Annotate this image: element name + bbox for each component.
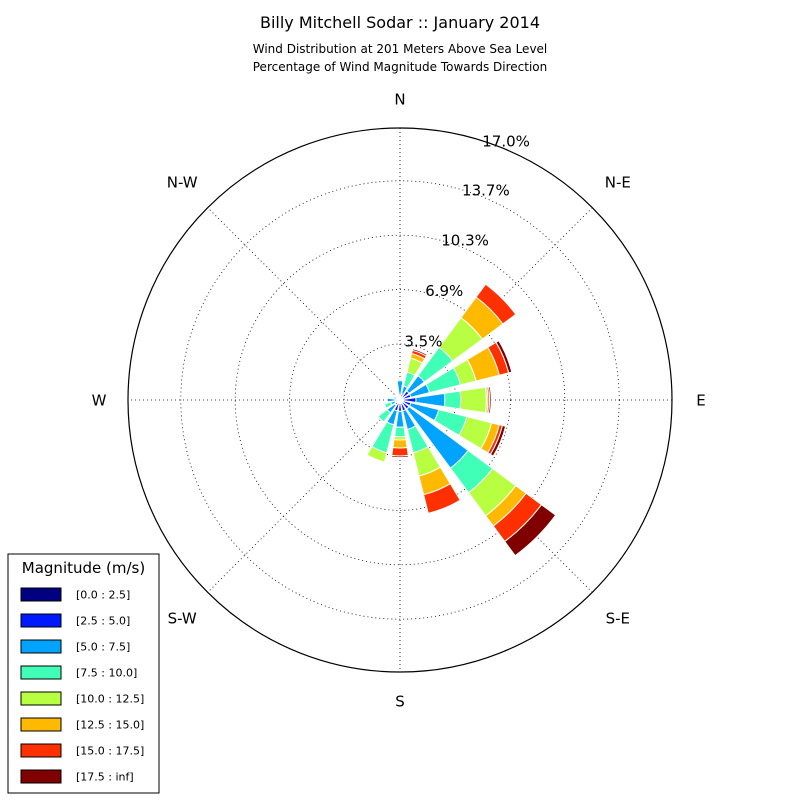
bar-dir-0-bin-2	[396, 380, 404, 396]
chart-subtitle-line-1: Wind Distribution at 201 Meters Above Se…	[253, 42, 548, 56]
direction-label-w: W	[92, 392, 107, 410]
radial-tick-label-3: 10.3%	[441, 232, 489, 250]
bar-dir-45-bin-6	[475, 283, 517, 325]
legend-label-7: [17.5 : inf]	[76, 771, 134, 784]
legend-label-3: [7.5 : 10.0]	[76, 667, 137, 680]
legend-swatch-0	[20, 587, 62, 602]
wind-rose-bars	[366, 283, 557, 557]
legend-title: Magnitude (m/s)	[22, 559, 145, 577]
direction-label-n-e: N-E	[605, 174, 631, 192]
bar-dir-90-bin-3	[443, 390, 462, 410]
chart-subtitle-line-2: Percentage of Wind Magnitude Towards Dir…	[253, 60, 547, 74]
direction-label-n: N	[394, 91, 405, 109]
radial-tick-label-5: 17.0%	[482, 133, 530, 151]
legend-swatch-7	[20, 769, 62, 784]
outer-circle	[127, 127, 673, 673]
bar-dir-337.5-bin-2	[396, 394, 400, 398]
radial-tick-label-1: 3.5%	[404, 332, 442, 350]
direction-labels: N N-E E S-E S S-W W N-W	[92, 91, 706, 711]
radial-tick-label-2: 6.9%	[425, 282, 463, 300]
bar-dir-135-bin-7	[503, 503, 557, 557]
direction-label-s: S	[395, 693, 405, 711]
bar-dir-90-bin-4	[459, 386, 487, 414]
bar-dir-112.5-bin-7	[489, 424, 507, 457]
bar-dir-180-bin-3	[393, 426, 407, 438]
legend-swatch-4	[20, 691, 62, 706]
grid-circle-3	[234, 234, 566, 566]
radial-tick-labels: 3.5% 6.9% 10.3% 13.7% 17.0%	[404, 133, 530, 351]
legend-label-4: [10.0 : 12.5]	[76, 693, 144, 706]
bar-dir-180-bin-6	[391, 446, 409, 457]
radial-tick-label-4: 13.7%	[462, 181, 510, 199]
bar-dir-292.5-bin-2	[393, 396, 398, 400]
direction-label-e: E	[696, 392, 705, 410]
grid-circle-2	[289, 289, 511, 511]
bar-dir-180-bin-2	[395, 410, 405, 428]
legend-label-6: [15.0 : 17.5]	[76, 745, 144, 758]
legend-label-5: [12.5 : 15.0]	[76, 719, 144, 732]
bar-dir-157.5-bin-6	[423, 482, 461, 514]
bar-dir-270-bin-2	[386, 397, 396, 403]
bar-dir-22.5-bin-7	[411, 348, 428, 357]
direction-label-s-w: S-W	[168, 609, 197, 627]
legend-swatch-6	[20, 743, 62, 758]
legend-label-1: [2.5 : 5.0]	[76, 615, 130, 628]
direction-label-n-w: N-W	[167, 174, 198, 192]
chart-title: Billy Mitchell Sodar :: January 2014	[260, 13, 540, 32]
bar-dir-225-bin-3	[377, 408, 392, 423]
bar-dir-67.5-bin-7	[495, 339, 513, 374]
legend: Magnitude (m/s) [0.0 : 2.5] [2.5 : 5.0] [5.…	[7, 553, 160, 794]
bar-dir-247.5-bin-3	[383, 401, 393, 409]
bar-dir-180-bin-5	[392, 438, 408, 449]
bar-dir-90-bin-7	[488, 385, 492, 415]
legend-swatch-1	[20, 613, 62, 628]
legend-swatch-2	[20, 639, 62, 654]
legend-swatch-3	[20, 665, 62, 680]
direction-label-s-e: S-E	[606, 609, 630, 627]
legend-swatch-5	[20, 717, 62, 732]
bar-dir-202.5-bin-4	[366, 445, 388, 463]
legend-label-2: [5.0 : 7.5]	[76, 641, 130, 654]
bar-dir-180-bin-7	[390, 454, 410, 459]
legend-label-0: [0.0 : 2.5]	[76, 589, 130, 602]
